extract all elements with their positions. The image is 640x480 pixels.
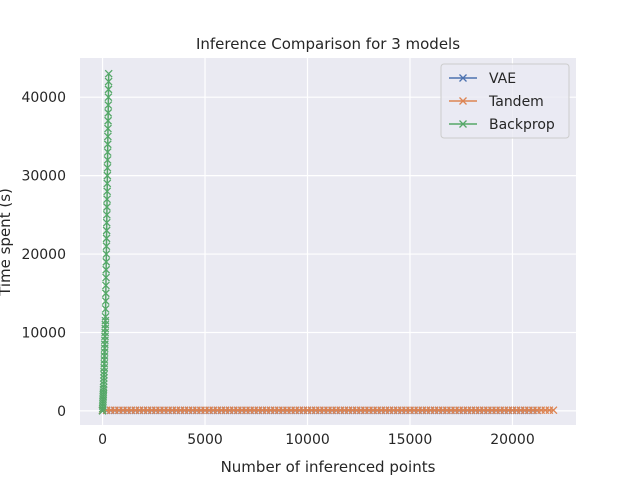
series-backprop [98,69,113,415]
legend-label-tandem: Tandem [488,94,544,110]
data-point-backprop [104,116,113,125]
legend-marker-vae [459,74,467,82]
series-layer [98,69,558,415]
data-point-backprop [99,377,108,386]
data-point-backprop [103,195,112,204]
legend: VAE Tandem Backprop [440,63,570,139]
data-point-backprop [101,281,110,290]
legend-marker-backprop [459,120,467,128]
x-tick-label: 0 [98,432,107,448]
y-tick-label: 10000 [21,325,66,341]
data-point-backprop [104,124,112,133]
data-point-backprop [104,85,113,94]
data-point-backprop [99,380,108,389]
data-point-backprop [101,297,110,306]
legend-label-vae: VAE [489,71,516,87]
chart-title: Inference Comparison for 3 models [196,35,460,53]
data-point-backprop [102,250,111,259]
x-tick-label: 10000 [285,432,330,448]
data-point-backprop [103,140,112,149]
legend-item-vae: VAE [449,71,516,87]
legend-box [440,63,570,139]
data-point-backprop [102,218,111,227]
data-point-backprop [104,101,113,110]
data-point-backprop [102,265,111,274]
y-axis-title: Time spent (s) [0,188,14,297]
data-point-backprop [101,289,110,298]
data-point-backprop [99,373,108,382]
data-point-tandem [549,406,558,415]
data-point-backprop [103,187,112,196]
data-point-backprop [101,312,110,321]
x-axis-title: Number of inferenced points [221,458,436,476]
y-tick-labels: 0 10000 20000 30000 40000 [21,90,66,420]
y-tick-label: 30000 [21,169,66,185]
legend-item-backprop: Backprop [449,117,555,133]
legend-label-backprop: Backprop [489,117,555,133]
data-point-backprop [99,383,108,392]
data-point-backprop [102,242,111,251]
legend-item-tandem: Tandem [449,94,544,110]
x-tick-label: 5000 [187,432,223,448]
data-point-backprop [104,77,113,86]
data-point-backprop [103,179,112,188]
data-point-backprop [102,257,111,266]
x-tick-label: 15000 [388,432,433,448]
data-point-backprop [102,234,111,243]
data-point-backprop [103,171,112,180]
series-tandem [98,406,558,415]
data-point-backprop [103,155,112,164]
data-point-backprop [103,132,112,141]
y-tick-label: 40000 [21,90,66,106]
data-point-backprop [102,226,111,235]
data-point-backprop [102,273,110,282]
data-point-backprop [102,203,111,211]
y-tick-label: 20000 [21,247,66,263]
x-tick-label: 20000 [490,432,535,448]
data-point-backprop [101,304,110,313]
data-point-backprop [102,210,111,219]
data-point-backprop [104,69,113,78]
x-tick-labels: 0 5000 10000 15000 20000 [98,432,535,448]
data-point-backprop [103,148,112,157]
data-point-backprop [103,163,112,172]
data-point-backprop [100,370,108,379]
y-tick-label: 0 [57,404,66,420]
legend-marker-tandem [459,97,467,105]
data-point-backprop [104,93,113,102]
data-point-backprop [104,108,113,117]
